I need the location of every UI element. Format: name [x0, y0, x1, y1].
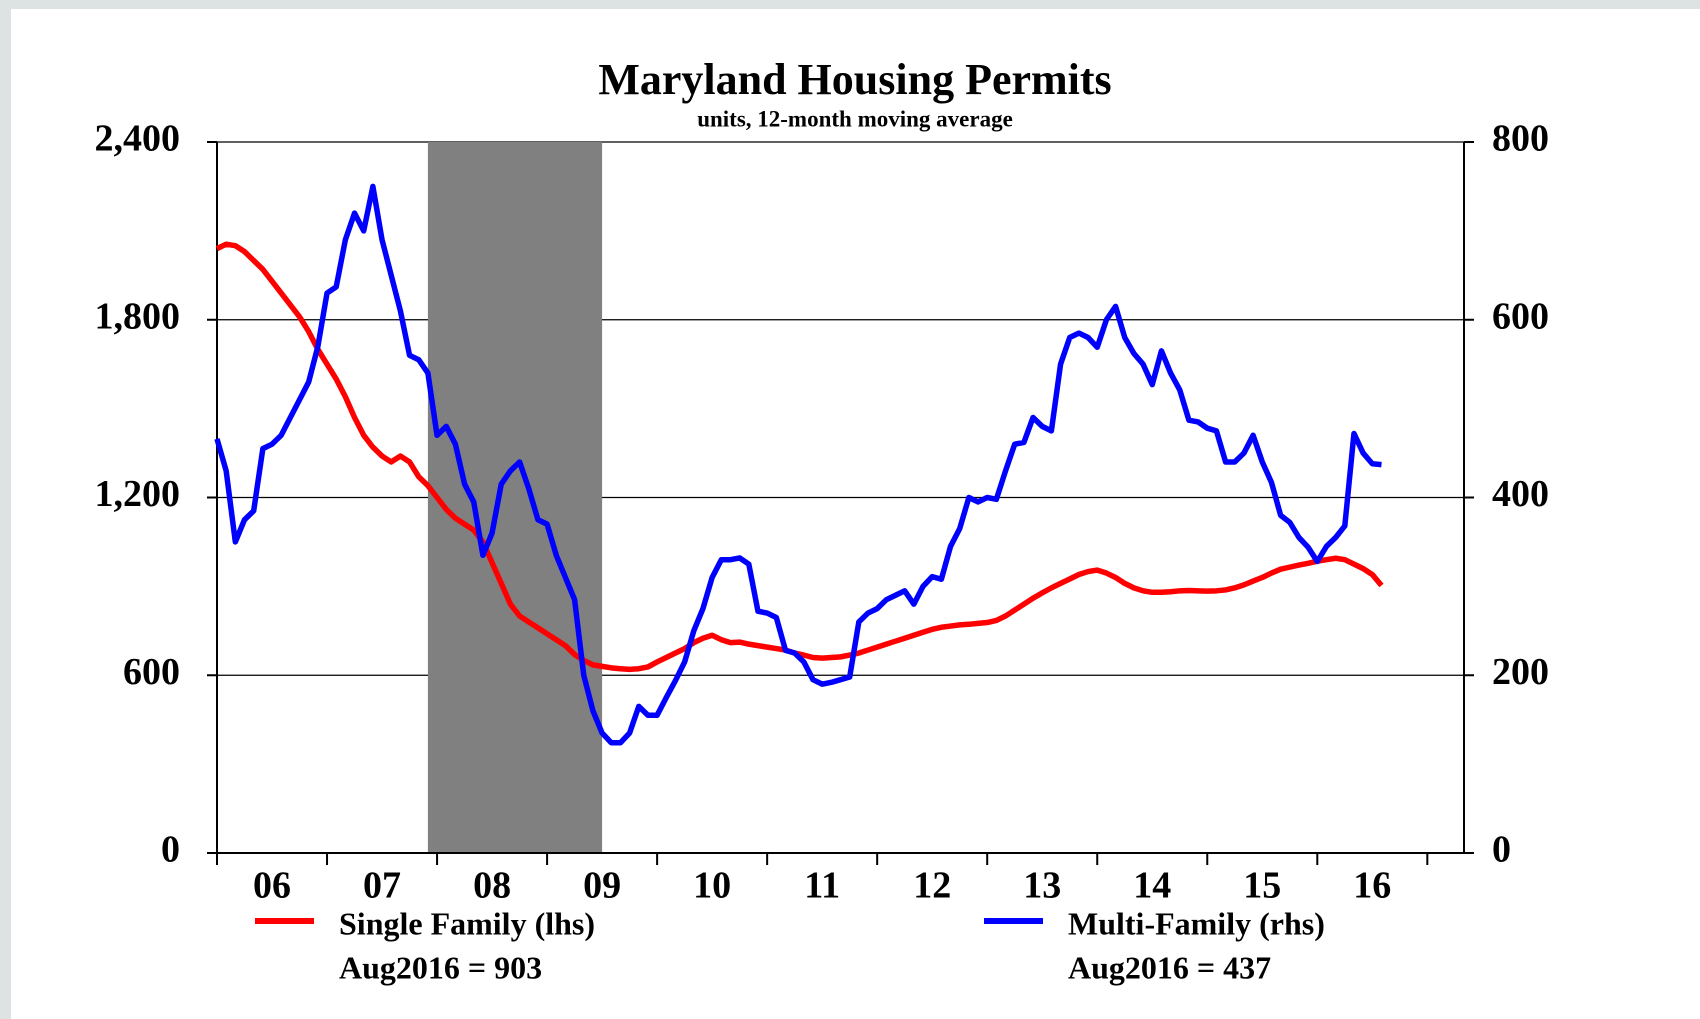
y2-tick-label: 400 [1492, 473, 1549, 515]
y2-tick-label: 0 [1492, 829, 1511, 871]
y2-tick-label: 200 [1492, 651, 1549, 693]
x-tick-label: 09 [583, 865, 621, 907]
x-tick-label: 16 [1353, 865, 1391, 907]
x-tick-label: 14 [1133, 865, 1171, 907]
y-tick-label: 2,400 [95, 118, 181, 160]
chart-title: Maryland Housing Permits [598, 55, 1111, 104]
x-tick-label: 06 [253, 865, 291, 907]
x-tick-label: 13 [1023, 865, 1061, 907]
series-line [214, 183, 1382, 746]
panel [11, 9, 1700, 1019]
y-tick-label: 600 [123, 651, 180, 693]
y-tick-label: 1,200 [95, 473, 181, 515]
legend-label: Multi-Family (rhs) [1068, 905, 1325, 941]
y2-tick-label: 800 [1492, 118, 1549, 160]
x-tick-label: 07 [363, 865, 401, 907]
x-tick-label: 12 [913, 865, 951, 907]
recession-shade [427, 142, 603, 853]
y2-tick-label: 600 [1492, 295, 1549, 337]
chart-subtitle: units, 12-month moving average [697, 106, 1013, 131]
x-tick-label: 08 [473, 865, 511, 907]
legend-annotation: Aug2016 = 437 [1068, 949, 1271, 985]
x-tick-label: 15 [1243, 865, 1281, 907]
x-tick-label: 10 [693, 865, 731, 907]
x-tick-label: 11 [804, 865, 840, 907]
y-tick-label: 0 [161, 829, 180, 871]
legend-annotation: Aug2016 = 903 [339, 949, 542, 985]
y-tick-label: 1,800 [95, 295, 181, 337]
legend-label: Single Family (lhs) [339, 905, 595, 941]
